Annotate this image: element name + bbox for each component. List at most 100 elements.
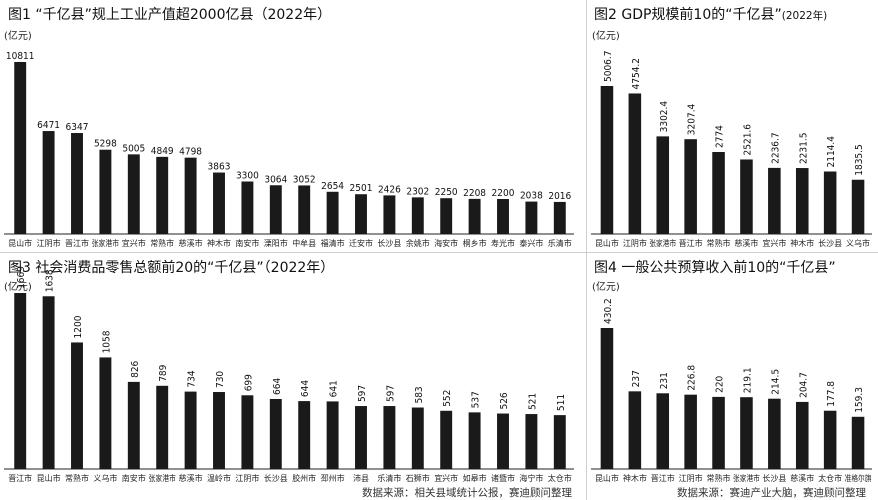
chart4-bar: [823, 410, 837, 469]
chart1-value-label: 2426: [378, 184, 401, 195]
chart4-value-label: 430.2: [603, 298, 614, 324]
chart2-category-label: 昆山市: [595, 238, 619, 248]
chart4-bar: [740, 397, 753, 469]
chart4-value-label: 214.5: [770, 369, 781, 395]
chart3-category-label: 长沙县: [264, 473, 288, 483]
chart3-unit-label: (亿元): [4, 282, 32, 293]
chart1-category-label: 南安市: [235, 238, 259, 248]
chart4-category-label: 昆山市: [595, 473, 619, 483]
chart4-value-label: 220: [715, 375, 726, 392]
chart4-bar: [768, 398, 781, 469]
chart2-unit-label: (亿元): [592, 31, 620, 42]
chart4-title: 图4 一般公共预算收入前10的“千亿县”: [594, 260, 836, 276]
chart1-category-label: 迁安市: [349, 238, 373, 248]
chart3-value-label: 552: [442, 390, 453, 407]
chart3-value-label: 826: [130, 360, 141, 377]
chart3-category-label: 石狮市: [406, 473, 430, 483]
chart1-value-label: 2501: [350, 183, 373, 194]
chart3-category-label: 如皋市: [463, 473, 487, 483]
chart2-category-label: 宜兴市: [762, 238, 786, 248]
chart4-category-label: 长沙县: [762, 473, 786, 483]
chart3-bar: [326, 401, 339, 469]
chart1-value-label: 5005: [122, 143, 145, 154]
chart3-value-label: 597: [385, 385, 396, 402]
chart2-value-label: 3207.4: [687, 103, 698, 135]
chart2-bar: [628, 93, 642, 235]
chart4-value-label: 204.7: [798, 372, 809, 398]
chart3-bar: [14, 293, 27, 469]
chart1-plot: 10811 昆山市 6471 江阴市 6347 晋江市 5298 张家港市 5005 宜兴市 484…: [4, 51, 574, 248]
chart3-bar: [411, 407, 424, 469]
chart1-bar: [127, 154, 140, 234]
chart2-value-label: 2521.6: [742, 124, 753, 156]
chart2-panel: 图2 GDP规模前10的“千亿县”(2022年) (亿元) 5006.7 昆山市 4…: [587, 0, 878, 252]
chart3-value-label: 730: [215, 371, 226, 388]
chart3-category-label: 慈溪市: [179, 473, 203, 483]
chart2-category-label: 神木市: [790, 238, 814, 248]
chart3-value-label: 521: [527, 393, 538, 410]
chart3-value-label: 1058: [101, 330, 112, 353]
chart3-bar: [525, 414, 538, 469]
chart3-category-label: 温岭市: [207, 473, 231, 483]
chart3-category-label: 江阴市: [235, 473, 259, 483]
chart4-plot: 430.2 昆山市 237 神木市 231 晋江市 226.8 江阴市 220 常熟市 219.1 张…: [591, 298, 872, 483]
chart3-bar: [553, 415, 566, 469]
chart1-value-label: 6471: [37, 120, 60, 131]
chart2-bar: [768, 167, 781, 234]
chart2-bar: [656, 136, 670, 234]
chart3-bar: [241, 395, 254, 469]
chart3-panel: 图3 社会消费品零售总额前20的“千亿县”（2022年） (亿元) 1669 晋江…: [0, 253, 586, 500]
chart1-value-label: 6347: [66, 122, 89, 133]
chart1-category-label: 张家港市: [92, 238, 119, 248]
chart4-value-label: 231: [659, 372, 670, 389]
chart3-value-label: 789: [158, 364, 169, 381]
chart1-bar: [468, 198, 481, 234]
chart3-value-label: 699: [243, 374, 254, 391]
chart1-category-label: 宜兴市: [122, 238, 146, 248]
chart3-bar: [269, 398, 282, 469]
chart1-category-label: 长沙县: [377, 238, 401, 248]
chart3-value-label: 641: [329, 380, 340, 397]
chart3-category-label: 宜兴市: [434, 473, 458, 483]
chart3-title: 图3 社会消费品零售总额前20的“千亿县”（2022年）: [8, 260, 335, 276]
chart2-category-label: 慈溪市: [734, 238, 758, 248]
chart1-bar: [269, 185, 282, 234]
chart4-category-label: 常熟市: [707, 473, 731, 483]
chart4-bar: [656, 393, 670, 469]
chart2-title-main: 图2 GDP规模前10的“千亿县”: [594, 7, 782, 23]
chart3-value-label: 1669: [16, 266, 27, 289]
chart4-bar: [795, 401, 809, 469]
chart1-category-label: 神木市: [207, 238, 231, 248]
chart3-category-label: 晋江市: [8, 473, 32, 483]
chart2-bar: [684, 139, 697, 234]
chart2-bar: [740, 159, 753, 234]
chart1-category-label: 昆山市: [8, 238, 32, 248]
chart2-bar: [795, 168, 809, 234]
chart3-category-label: 海宁市: [519, 473, 543, 483]
chart3-source: 数据来源：相关县域统计公报，赛迪顾问整理: [362, 487, 572, 499]
chart1-unit-label: (亿元): [4, 31, 32, 42]
chart1-bar: [156, 156, 169, 234]
chart1-bar: [553, 201, 566, 234]
chart4-category-label: 江阴市: [679, 473, 703, 483]
chart3-bar: [440, 410, 453, 469]
chart4-unit-label: (亿元): [592, 282, 620, 293]
chart1-category-label: 桐乡市: [463, 238, 487, 248]
chart1-value-label: 10811: [6, 51, 35, 62]
chart2-plot: 5006.7 昆山市 4754.2 江阴市 3302.4 张家港市 3207.4 晋江市 277…: [591, 51, 872, 248]
chart1-value-label: 2200: [492, 188, 515, 199]
chart1-value-label: 3300: [236, 170, 259, 181]
chart3-value-label: 526: [499, 392, 510, 409]
chart1-bar: [355, 194, 367, 234]
chart1-bar: [99, 149, 112, 234]
chart1-value-label: 2016: [548, 191, 571, 202]
chart3-category-label: 太仓市: [548, 473, 572, 483]
chart3-bar: [355, 406, 367, 469]
chart4-value-label: 237: [631, 370, 642, 387]
chart3-bar: [127, 381, 140, 469]
chart3-category-label: 邳州市: [321, 473, 345, 483]
chart2-value-label: 2231.5: [798, 133, 809, 164]
chart3-category-label: 昆山市: [37, 473, 61, 483]
horizontal-divider-right: [587, 252, 878, 253]
chart3-category-label: 沛县: [353, 473, 369, 483]
